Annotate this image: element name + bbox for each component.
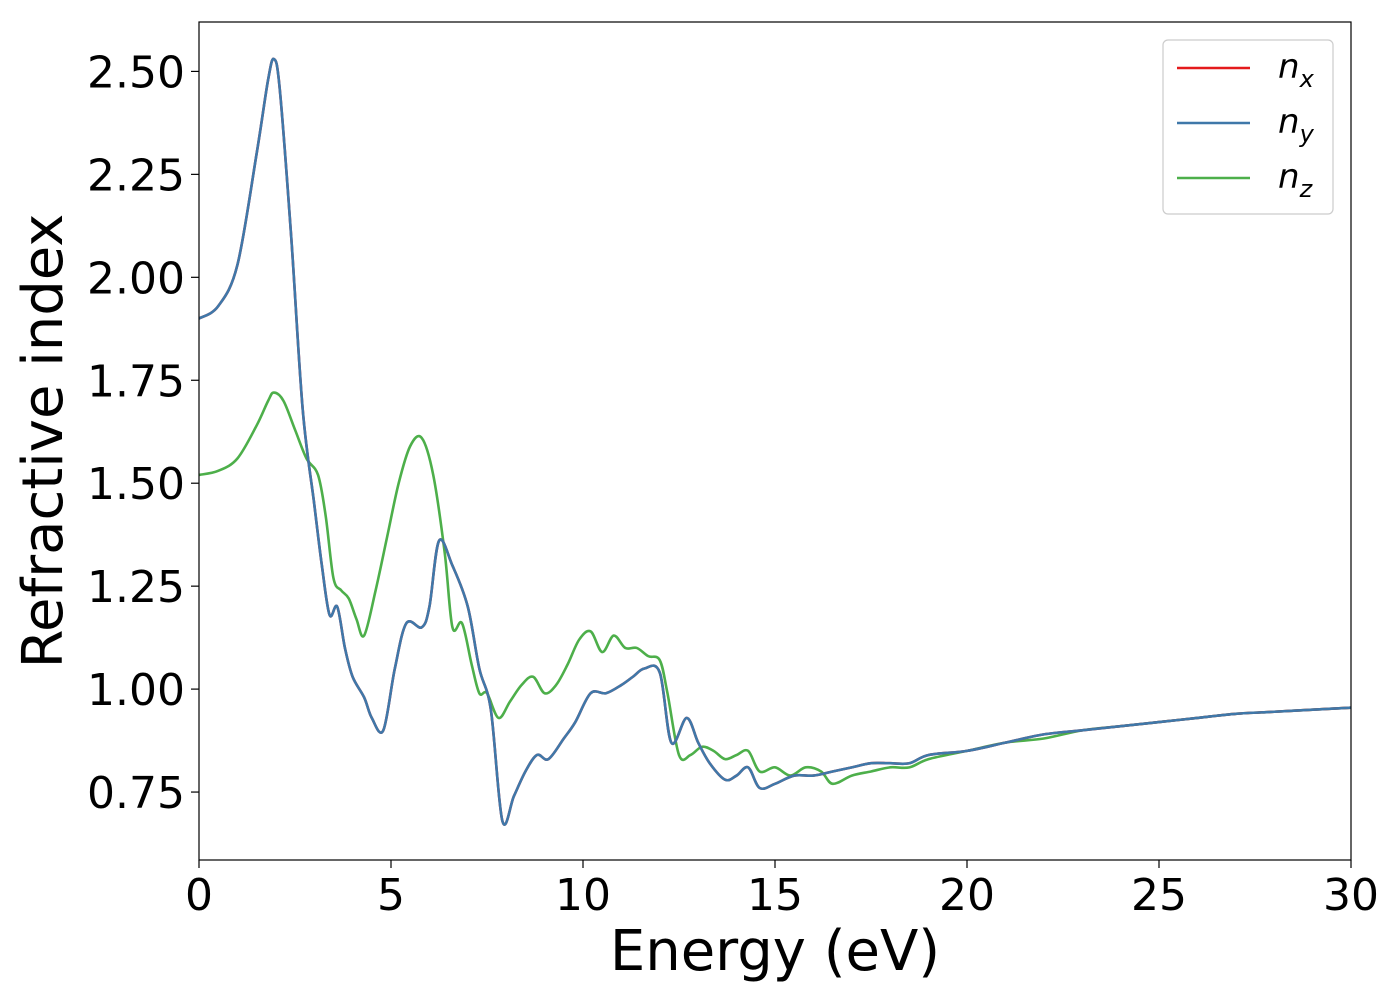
y-tick-label: 0.75 — [87, 768, 185, 819]
y-tick-label: 1.00 — [87, 665, 185, 716]
x-tick-label: 15 — [747, 870, 803, 921]
x-tick-label: 20 — [939, 870, 995, 921]
legend-label-n-x: nx — [1278, 47, 1315, 93]
legend-box — [1162, 39, 1334, 215]
series-line-n-z — [199, 391, 1351, 786]
series-layer — [199, 57, 1351, 826]
legend: nx ny nz — [1162, 39, 1334, 215]
y-tick-label: 2.00 — [87, 253, 185, 304]
y-axis-ticks: 0.75 1.00 1.25 1.50 1.75 2.00 2.25 2.50 — [87, 47, 199, 819]
y-tick-label: 2.25 — [87, 150, 185, 201]
x-tick-label: 10 — [555, 870, 611, 921]
y-axis-label: Refractive index — [11, 214, 76, 669]
x-axis-label: Energy (eV) — [610, 919, 940, 984]
x-tick-label: 25 — [1131, 870, 1187, 921]
y-tick-label: 1.25 — [87, 562, 185, 613]
series-line-n-y — [199, 57, 1351, 826]
y-tick-label: 2.50 — [87, 47, 185, 98]
legend-label-n-y: ny — [1278, 102, 1315, 148]
series-lines — [199, 57, 1351, 826]
y-tick-label: 1.50 — [87, 459, 185, 510]
y-tick-label: 1.75 — [87, 356, 185, 407]
x-axis-ticks: 0 5 10 15 20 25 30 — [185, 860, 1379, 921]
legend-label-n-z: nz — [1278, 157, 1314, 203]
x-tick-label: 30 — [1323, 870, 1379, 921]
x-tick-label: 0 — [185, 870, 213, 921]
x-tick-label: 5 — [377, 870, 405, 921]
